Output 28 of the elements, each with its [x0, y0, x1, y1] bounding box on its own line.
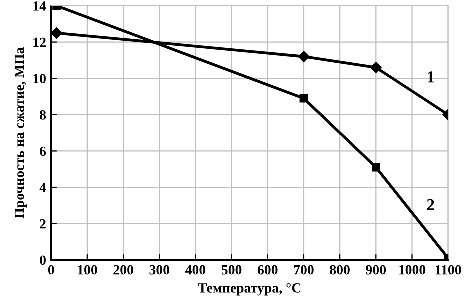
x-tick-label: 100 — [78, 265, 98, 275]
y-tick-label: 12 — [34, 38, 46, 48]
x-tick-label: 200 — [114, 265, 134, 275]
x-axis-title: Температура, °С — [198, 284, 301, 296]
point — [298, 51, 310, 62]
x-tick-label: 700 — [294, 265, 314, 275]
x-tick-label: 1000 — [399, 265, 426, 275]
point — [370, 62, 382, 74]
point — [300, 94, 308, 103]
y-tick-label: 14 — [34, 2, 46, 11]
annotation: 2 — [427, 199, 434, 210]
y-tick-label: 0 — [40, 256, 46, 266]
x-tick-label: 600 — [258, 265, 278, 275]
x-tick-label: 800 — [330, 265, 350, 275]
y-axis-title: Прочность на сжатие, МПа — [15, 47, 28, 219]
x-tick-label: 900 — [366, 265, 386, 275]
y-tick-label: 4 — [40, 183, 46, 192]
y-tick-label: 2 — [40, 219, 46, 229]
y-tick-label: 8 — [40, 110, 46, 120]
point — [372, 163, 380, 172]
x-tick-label: 500 — [222, 265, 242, 275]
x-tick-label: 0 — [48, 265, 54, 275]
y-tick-label: 10 — [34, 74, 46, 84]
x-tick-label: 1100 — [436, 265, 462, 275]
y-tick-label: 6 — [40, 146, 46, 156]
annotation: 1 — [428, 72, 434, 83]
x-tick-label: 400 — [185, 265, 206, 275]
x-tick-label: 300 — [150, 265, 170, 275]
